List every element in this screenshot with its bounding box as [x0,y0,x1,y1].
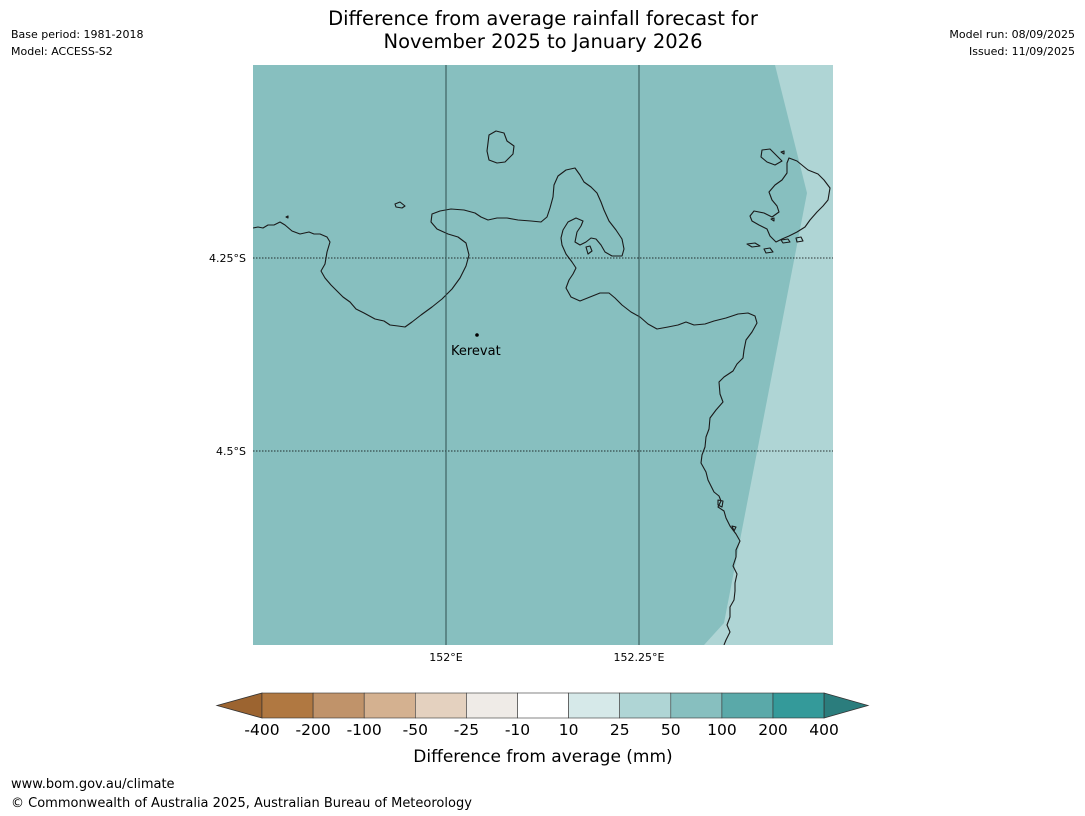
islet-south-1 [717,499,724,508]
map-title: Difference from average rainfall forecas… [243,7,843,53]
latitude-label-4-5: 4.5°S [216,445,246,458]
colorbar-extend-low [215,692,263,719]
longitude-label-152: 152°E [429,651,462,664]
colorbar-tick-label: -10 [505,721,530,739]
island-east-small-5 [795,236,804,243]
colorbar-title: Difference from average (mm) [413,747,672,767]
islet-bay [585,245,593,255]
island-east-small-4 [780,238,791,244]
colorbar-tick-label: -25 [454,721,479,739]
colorbar-segment [414,692,467,719]
colorbar-tick-label: 400 [809,721,839,739]
graticule [253,65,833,645]
meta-left: Base period: 1981-2018 Model: ACCESS-S2 [11,26,143,60]
colorbar-tick-label: 25 [610,721,630,739]
coastline [253,130,831,645]
colorbar-segment [772,692,825,719]
islet-south-2 [731,525,737,532]
colorbar-tick-label: 10 [559,721,579,739]
footer-url: www.bom.gov.au/climate [11,777,175,792]
meta-right: Model run: 08/09/2025 Issued: 11/09/2025 [949,26,1075,60]
colorbar-segment [517,692,569,719]
islet-west-1 [394,201,406,209]
title-line-1: Difference from average rainfall forecas… [328,7,758,30]
map-area: Kerevat [253,65,833,645]
kerevat-label: Kerevat [451,344,501,359]
colorbar-segment [363,692,416,719]
footer: www.bom.gov.au/climate © Commonwealth of… [11,775,472,813]
colorbar-segment [466,692,518,719]
colorbar: -400 -200 -100 -50 -25 -10 10 25 50 100 200 400 [215,692,870,739]
colorbar-segment [261,692,314,719]
island-east-small-1 [760,148,783,166]
footer-copyright: © Commonwealth of Australia 2025, Austra… [11,796,472,811]
colorbar-tick-label: -400 [244,721,279,739]
colorbar-tick-label: 100 [707,721,737,739]
colorbar-tick-label: -200 [296,721,331,739]
kerevat-marker [475,333,479,337]
island-east-small-2 [746,242,761,248]
title-line-2: November 2025 to January 2026 [383,30,703,53]
model-text: Model: ACCESS-S2 [11,45,113,58]
colorbar-segment [670,692,723,719]
base-period-text: Base period: 1981-2018 [11,28,144,41]
longitude-label-152-25: 152.25°E [614,651,665,664]
islet-east-7 [780,150,785,155]
colorbar-extend-high [823,692,870,719]
latitude-label-4-25: 4.25°S [209,252,246,265]
rainfall-fill-east [704,65,833,645]
islet-west-2 [285,215,289,219]
issued-text: Issued: 11/09/2025 [968,45,1075,58]
model-run-text: Model run: 08/09/2025 [949,28,1075,41]
colorbar-segment [312,692,365,719]
colorbar-segment [721,692,774,719]
colorbar-tick-label: 50 [661,721,681,739]
colorbar-tick-label: -100 [347,721,382,739]
map-figure: Kerevat 4.25°S 4.5°S 152°E 152.25°E -400… [209,65,870,767]
islet-east-6 [770,217,775,222]
colorbar-segment [619,692,672,719]
colorbar-segment [568,692,620,719]
colorbar-tick-label: -50 [403,721,428,739]
island-east-small-3 [763,247,774,254]
island-north [486,130,515,164]
coastline-north [253,167,758,645]
colorbar-tick-label: 200 [758,721,788,739]
island-east-main [749,157,831,243]
